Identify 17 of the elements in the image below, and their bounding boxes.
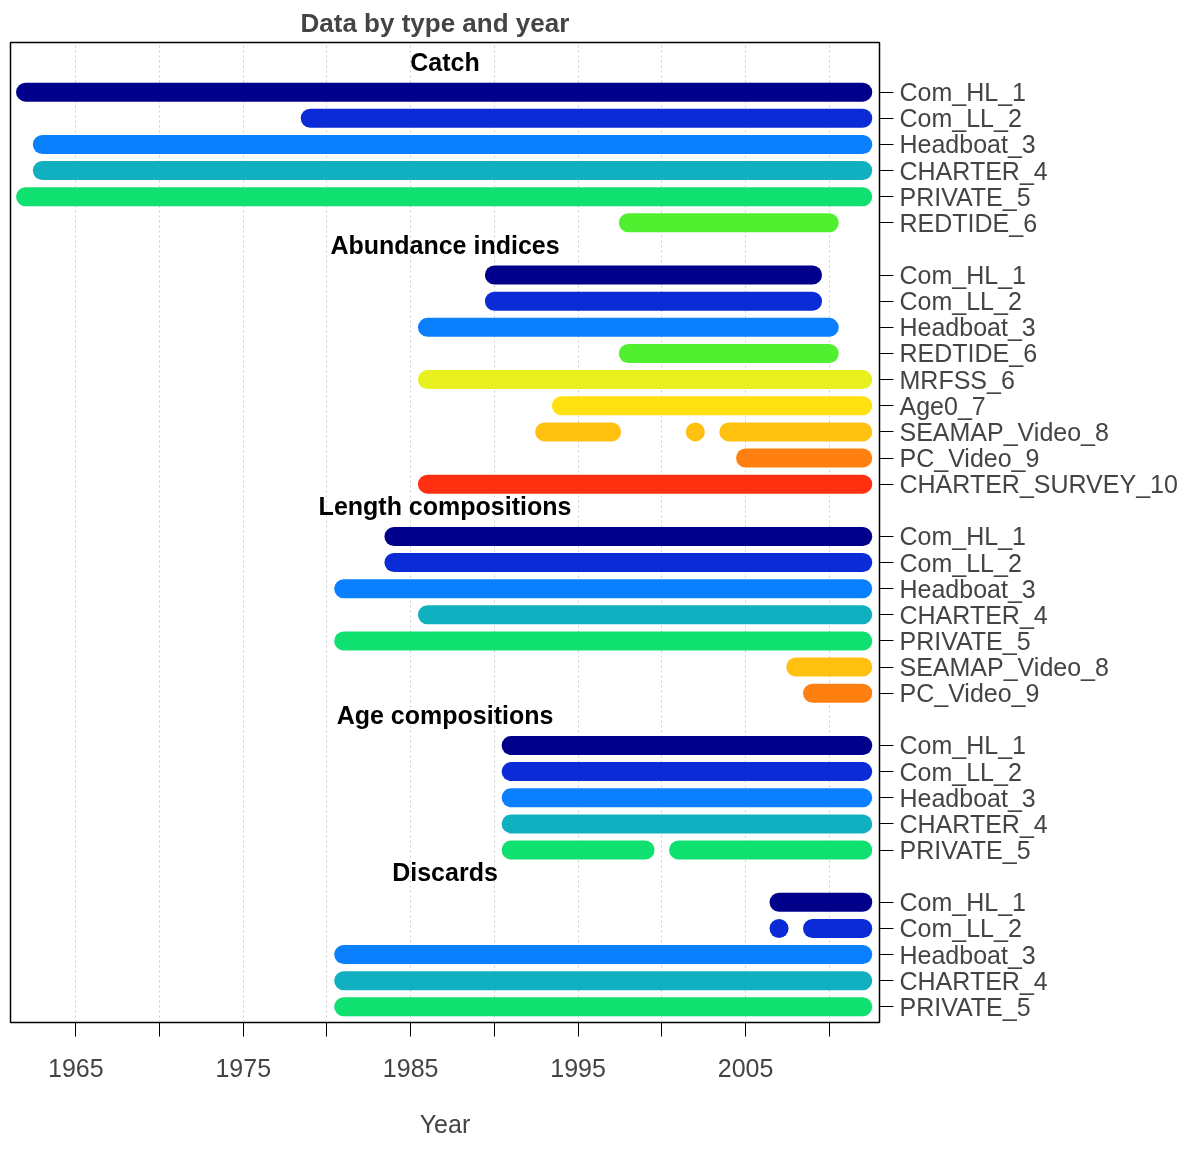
x-tick-label: 1975 (215, 1053, 272, 1082)
annotation: Abundance indices (330, 231, 560, 260)
x-tick-label: 1965 (47, 1053, 104, 1082)
y-tick-label: Com_HL_1 (899, 888, 1026, 917)
chart-title: Data by type and year (300, 7, 570, 38)
x-axis-title: Year (419, 1109, 471, 1138)
x-tick-label: 2005 (717, 1053, 774, 1082)
x-tick-label: 1985 (382, 1053, 439, 1082)
y-tick-label: Com_HL_1 (899, 731, 1026, 760)
annotation: Age compositions (336, 701, 554, 730)
x-tick-label: 1995 (550, 1053, 606, 1082)
y-tick-label: Com_HL_1 (899, 78, 1026, 107)
annotation: Length compositions (318, 492, 572, 521)
annotation: Catch (410, 48, 480, 77)
annotation: Discards (392, 858, 498, 887)
y-tick-label: Com_HL_1 (899, 261, 1026, 290)
y-tick-label: Com_HL_1 (899, 522, 1026, 551)
